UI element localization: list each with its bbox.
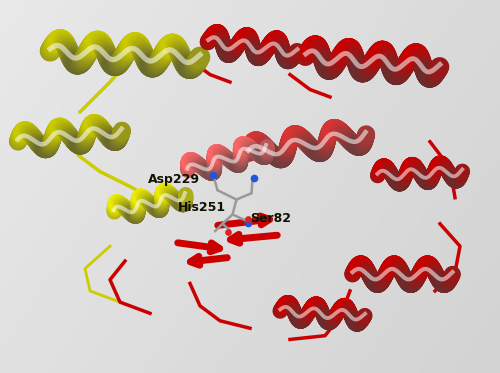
Text: Asp229: Asp229 xyxy=(148,173,200,185)
Text: Ser82: Ser82 xyxy=(250,212,291,225)
Text: His251: His251 xyxy=(178,201,226,213)
